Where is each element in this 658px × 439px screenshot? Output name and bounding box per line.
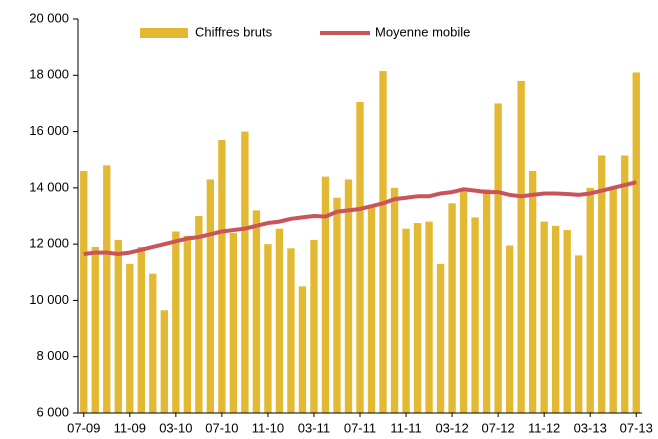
y-tick-label: 18 000 — [29, 67, 69, 82]
bar — [310, 239, 318, 413]
bar — [563, 230, 571, 413]
bar — [436, 263, 445, 413]
bar — [252, 210, 261, 413]
bar — [598, 155, 606, 413]
bar — [344, 179, 353, 413]
bar — [367, 204, 376, 413]
bar — [206, 179, 215, 413]
bar — [218, 140, 226, 413]
legend-label: Chiffres bruts — [195, 24, 273, 39]
bar — [356, 102, 364, 414]
x-tick-label: 11-10 — [252, 420, 284, 435]
bar — [621, 155, 629, 413]
y-tick-label: 12 000 — [29, 236, 69, 251]
bar — [632, 72, 640, 413]
bar — [482, 189, 491, 413]
legend-swatch — [140, 28, 188, 38]
y-tick-label: 8 000 — [36, 348, 69, 363]
y-tick-label: 6 000 — [36, 404, 69, 419]
x-tick-label: 03-13 — [574, 420, 607, 435]
x-tick-label: 07-12 — [481, 420, 514, 435]
x-tick-label: 07-13 — [620, 420, 653, 435]
x-tick-label: 07-11 — [344, 420, 376, 435]
y-tick-label: 16 000 — [29, 123, 69, 138]
bar — [172, 231, 180, 413]
bar — [137, 246, 145, 413]
bar — [80, 170, 88, 413]
bar — [91, 246, 99, 413]
bar — [103, 165, 111, 413]
bar — [183, 235, 192, 413]
x-tick-label: 03-11 — [298, 420, 330, 435]
bar — [471, 217, 479, 413]
bar — [528, 170, 537, 413]
bar — [425, 221, 433, 413]
x-tick-label: 03-12 — [435, 420, 468, 435]
bar — [505, 245, 514, 413]
bar — [126, 263, 134, 413]
legend-label: Moyenne mobile — [375, 24, 470, 39]
bar — [275, 228, 284, 413]
bar — [229, 232, 238, 413]
bar — [298, 286, 307, 413]
y-tick-label: 20 000 — [29, 10, 69, 25]
y-tick-label: 10 000 — [29, 292, 69, 307]
x-tick-label: 07-09 — [67, 420, 100, 435]
x-tick-label: 03-10 — [159, 420, 192, 435]
bar — [586, 187, 594, 413]
bar — [241, 131, 249, 414]
x-tick-label: 11-09 — [114, 420, 146, 435]
moving-average-line — [83, 180, 637, 256]
bar — [333, 197, 341, 413]
bar — [149, 273, 157, 413]
bar — [160, 310, 169, 413]
bar — [402, 228, 410, 413]
bar — [609, 187, 617, 413]
bar — [540, 221, 548, 413]
bar — [448, 203, 456, 413]
bar — [264, 244, 272, 413]
bar — [413, 223, 422, 413]
y-tick-label: 14 000 — [29, 179, 69, 194]
bar — [114, 239, 122, 413]
bar — [517, 80, 525, 414]
bar — [575, 255, 583, 413]
x-tick-label: 11-11 — [390, 420, 421, 435]
bar — [195, 216, 203, 413]
bar — [494, 103, 502, 413]
bar — [390, 187, 399, 413]
bar — [551, 225, 560, 413]
bar — [459, 189, 468, 413]
x-tick-label: 11-12 — [528, 420, 560, 435]
x-tick-label: 07-10 — [205, 420, 238, 435]
bar — [379, 71, 387, 414]
bar — [287, 248, 295, 413]
bar — [321, 176, 330, 413]
